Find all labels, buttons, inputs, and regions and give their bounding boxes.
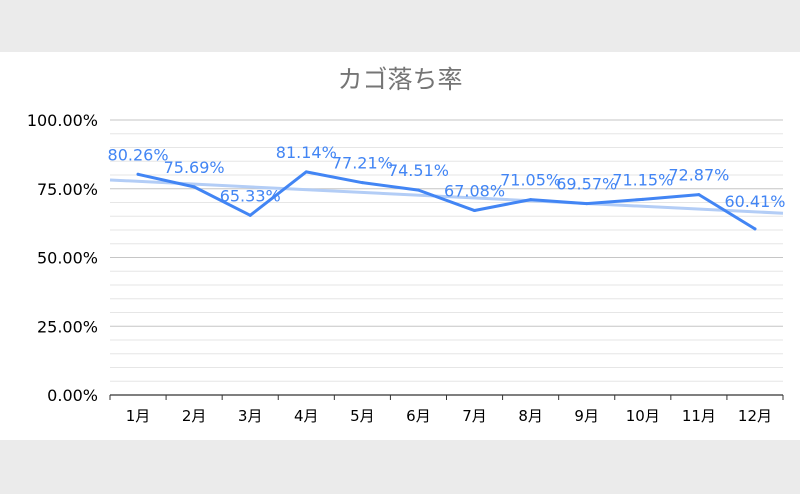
x-tick-label: 4月 <box>294 407 319 425</box>
data-point <box>641 197 645 201</box>
data-label: 67.08% <box>444 182 505 201</box>
data-point <box>697 193 701 197</box>
x-tick-label: 1月 <box>126 407 151 425</box>
data-point <box>304 170 308 174</box>
data-label: 75.69% <box>164 158 225 177</box>
x-tick-label: 12月 <box>738 407 772 425</box>
x-tick-label: 9月 <box>574 407 599 425</box>
y-tick-label: 25.00% <box>37 317 98 336</box>
y-tick-label: 0.00% <box>47 386 98 405</box>
y-tick-label: 100.00% <box>27 111 98 130</box>
line-chart: カゴ落ち率 0.00% 25.00% 50.00% 75.00% 100.00% 1月 2… <box>27 65 786 425</box>
x-tick-label: 10月 <box>626 407 660 425</box>
data-label: 71.15% <box>612 170 673 189</box>
x-tick-label: 7月 <box>462 407 487 425</box>
x-axis: 1月 2月 3月 4月 5月 6月 7月 8月 9月 10月 11月 12月 <box>126 407 772 425</box>
x-tick-label: 11月 <box>682 407 716 425</box>
data-point <box>248 213 252 217</box>
series-line <box>136 170 757 231</box>
trendline <box>109 178 784 215</box>
data-point <box>473 209 477 213</box>
data-point <box>529 198 533 202</box>
trendline-layer <box>109 178 784 215</box>
data-label: 65.33% <box>220 186 281 205</box>
data-label: 69.57% <box>556 175 617 194</box>
data-label: 60.41% <box>724 192 785 211</box>
data-label: 81.14% <box>276 143 337 162</box>
data-point <box>360 181 364 185</box>
data-label: 72.87% <box>668 166 729 185</box>
data-point <box>753 227 757 231</box>
x-tick-label: 6月 <box>406 407 431 425</box>
series-layer <box>136 170 757 231</box>
x-tick-label: 8月 <box>518 407 543 425</box>
y-axis: 0.00% 25.00% 50.00% 75.00% 100.00% <box>27 111 98 405</box>
chart-title: カゴ落ち率 <box>337 65 462 94</box>
data-label: 71.05% <box>500 171 561 190</box>
data-point <box>136 172 140 176</box>
chart-card: カゴ落ち率 0.00% 25.00% 50.00% 75.00% 100.00% 1月 2… <box>0 52 800 440</box>
x-tick-label: 3月 <box>238 407 263 425</box>
data-labels: 80.26%75.69% 65.33% 81.14%77.21%74.51% 67.0… <box>108 143 786 211</box>
grid-lines <box>109 119 784 400</box>
data-label: 80.26% <box>108 145 169 164</box>
data-label: 77.21% <box>332 154 393 173</box>
data-point <box>585 202 589 206</box>
data-label: 74.51% <box>388 161 449 180</box>
data-point <box>192 185 196 189</box>
x-tick-label: 2月 <box>182 407 207 425</box>
data-point <box>416 188 420 192</box>
y-tick-label: 75.00% <box>37 180 98 199</box>
y-tick-label: 50.00% <box>37 249 98 268</box>
x-tick-label: 5月 <box>350 407 375 425</box>
